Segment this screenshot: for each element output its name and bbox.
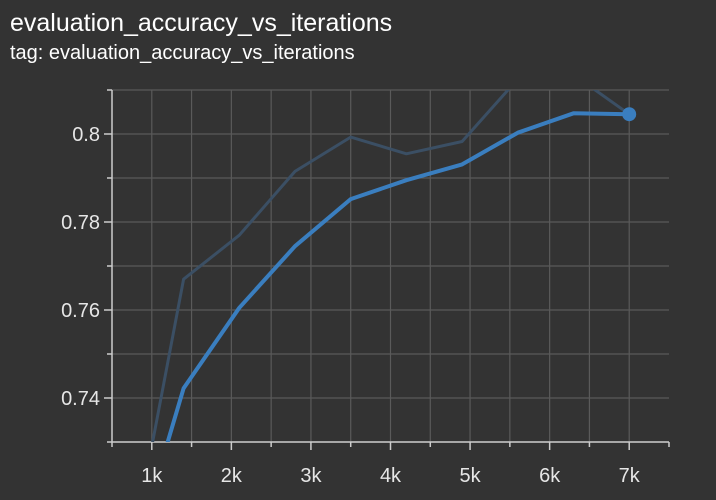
y-tick-label: 0.76 bbox=[61, 300, 100, 322]
markers bbox=[622, 107, 637, 122]
x-tick-label: 3k bbox=[300, 465, 322, 487]
x-tick-label: 7k bbox=[619, 465, 641, 487]
x-tick-label: 6k bbox=[539, 465, 561, 487]
grid bbox=[112, 89, 669, 443]
last-point-marker[interactable] bbox=[622, 107, 637, 122]
series bbox=[151, 90, 632, 442]
chart-header: evaluation_accuracy_vs_iterations tag: e… bbox=[10, 6, 392, 66]
y-tick-label: 0.74 bbox=[61, 388, 100, 410]
tick-labels: 0.74 0.76 0.78 0.8 1k 2k 3k 4k 5k 6k 7k bbox=[61, 124, 641, 487]
x-tick-label: 1k bbox=[141, 465, 163, 487]
series-line-smoothed bbox=[165, 111, 632, 442]
series-line-raw bbox=[151, 90, 631, 442]
y-tick-label: 0.8 bbox=[72, 124, 100, 146]
axes bbox=[104, 89, 670, 450]
x-tick-label: 5k bbox=[460, 465, 482, 487]
x-tick-label: 2k bbox=[221, 465, 243, 487]
chart-tag: tag: evaluation_accuracy_vs_iterations bbox=[10, 42, 355, 64]
x-tick-label: 4k bbox=[380, 465, 402, 487]
chart-title: evaluation_accuracy_vs_iterations bbox=[10, 9, 393, 37]
y-tick-label: 0.78 bbox=[61, 212, 100, 234]
